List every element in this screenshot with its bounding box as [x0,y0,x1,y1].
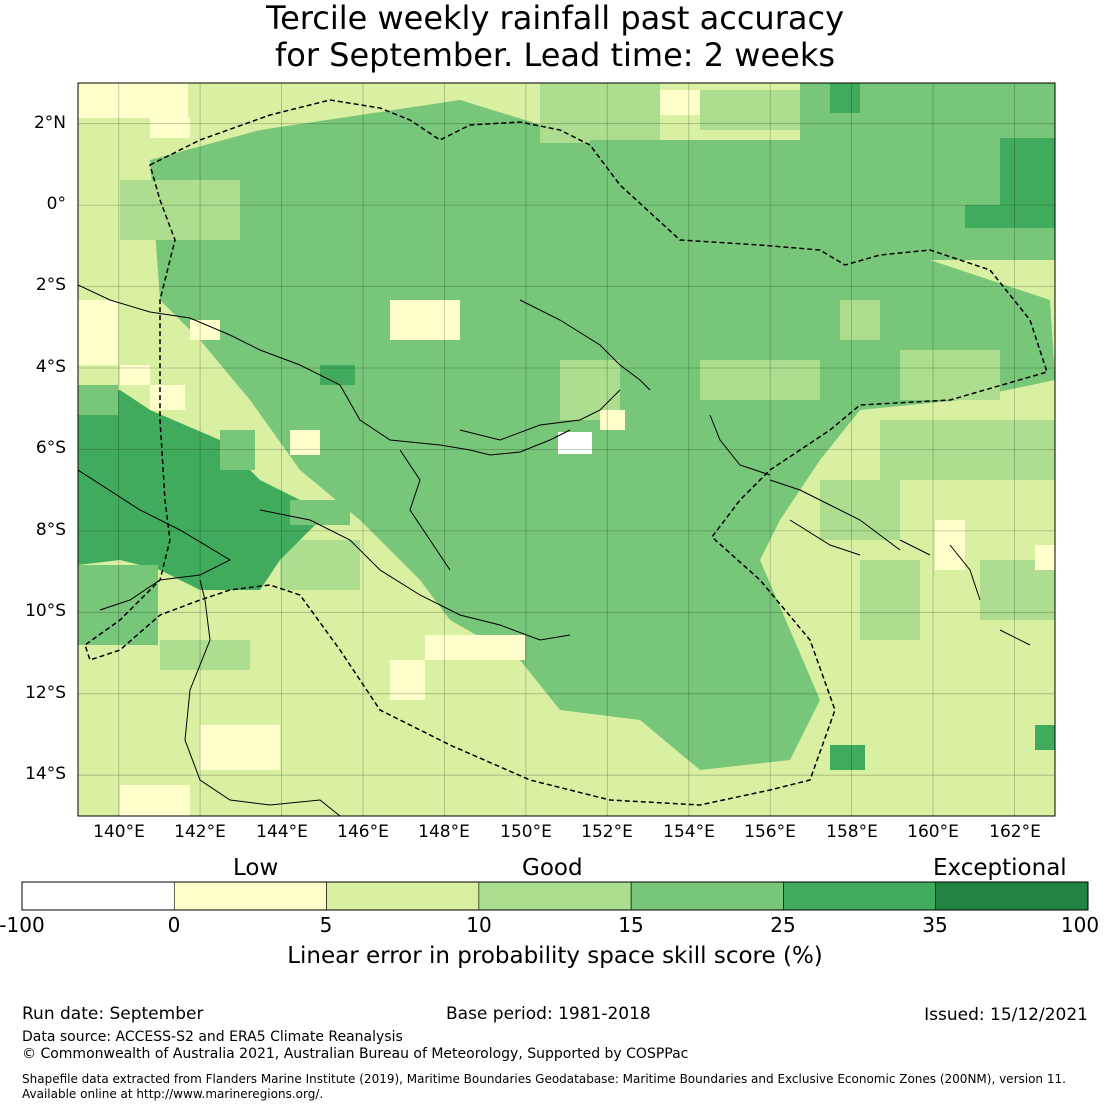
lon-tick-label: 156°E [744,822,796,842]
lat-tick-label: 14°S [25,764,66,784]
issued-date: Issued: 15/12/2021 [924,1005,1088,1025]
colorbar-category-low: Low [233,855,279,881]
coastlines [78,284,1031,816]
colorbar-tick-label: 10 [466,913,492,937]
lat-tick-label: 8°S [35,520,66,540]
coastline-solomon-islands [769,479,1031,646]
map-frame [77,82,1056,817]
run-date: Run date: September [22,1004,204,1024]
colorbar-tick-label: 35 [922,913,948,937]
coastline-bougainville [709,414,771,476]
skill-region-medium-sw [78,385,350,645]
coastline-new-guinea-north [78,284,571,456]
lon-tick-label: 152°E [581,822,633,842]
copyright-notice: © Commonwealth of Australia 2021, Austra… [22,1046,689,1062]
lat-tick-label: 0° [46,194,66,214]
colorbar-tick-label: 100 [1060,913,1100,937]
data-source: Data source: ACCESS-S2 and ERA5 Climate … [22,1029,403,1045]
lon-tick-label: 150°E [500,822,552,842]
lon-tick-label: 146°E [337,822,389,842]
skill-region-high [320,83,1055,770]
coastline-australia-north [184,579,341,816]
lat-tick-label: 12°S [25,683,66,703]
lon-tick-label: 140°E [93,822,145,842]
colorbar-swatch [478,881,632,911]
colorbar-swatch [783,881,937,911]
skill-region-good [150,100,1055,770]
colorbar-tick-label: 15 [618,913,644,937]
colorbar-swatch [173,881,327,911]
lon-tick-label: 160°E [907,822,959,842]
colorbar-tick-label: 25 [770,913,796,937]
skill-region-high-sw [78,390,320,590]
colorbar-swatch [21,881,175,911]
map-title-line-1: Tercile weekly rainfall past accuracy [265,0,844,37]
coastline-new-guinea-south [78,449,571,641]
eez-boundary [84,99,1048,806]
coastline-new-ireland [519,299,651,391]
lat-tick-label: 2°N [33,113,66,133]
lat-tick-label: 10°S [25,601,66,621]
skill-region-negative [558,432,592,454]
lon-tick-label: 158°E [826,822,878,842]
colorbar-swatch [630,881,784,911]
colorbar-tick-label: 5 [319,913,333,937]
map-gridlines [78,83,1055,816]
lat-tick-label: 6°S [35,438,66,458]
colorbar-title: Linear error in probability space skill … [287,943,823,969]
skill-region-low [78,83,1055,816]
colorbar-swatch [326,881,480,911]
colorbar-category-good: Good [522,855,583,881]
base-period: Base period: 1981-2018 [446,1004,651,1024]
shapefile-credit-line-2: Available online at http://www.marinereg… [22,1087,324,1101]
coastline-new-britain [459,389,621,441]
lat-tick-label: 2°S [35,275,66,295]
map-title-line-2: for September. Lead time: 2 weeks [274,36,836,74]
colorbar-category-exceptional: Exceptional [933,855,1067,881]
lon-tick-label: 144°E [256,822,308,842]
colorbar-swatch [935,881,1089,911]
lon-tick-label: 148°E [418,822,470,842]
lat-tick-label: 4°S [35,357,66,377]
lon-tick-label: 154°E [663,822,715,842]
shapefile-credit-line-1: Shapefile data extracted from Flanders M… [22,1072,1066,1086]
skill-region-medium [120,83,1055,670]
lon-tick-label: 162°E [989,822,1041,842]
colorbar-frame [21,881,1089,911]
lon-tick-label: 142°E [174,822,226,842]
colorbar-tick-label: -100 [0,913,45,937]
colorbar-tick-label: 0 [167,913,181,937]
